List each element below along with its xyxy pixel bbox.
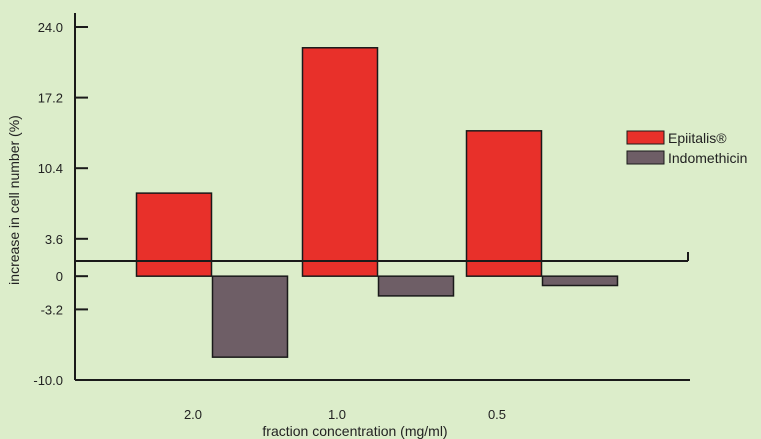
legend-swatch xyxy=(626,130,665,145)
x-ticks-layer: 2.0 1.0 0.5 xyxy=(184,407,506,422)
y-tick-label: -10.0 xyxy=(33,373,63,388)
y-tick-label: 3.6 xyxy=(45,232,63,247)
bar-indomethicin xyxy=(211,275,289,358)
y-tick-label: 0 xyxy=(56,269,63,284)
y-tick-label: 10.4 xyxy=(38,161,63,176)
bars-layer xyxy=(135,47,619,358)
axes-layer xyxy=(74,13,690,381)
x-tick-label: 0.5 xyxy=(488,407,506,422)
legend: Epiitalis® Indomethicin xyxy=(626,130,747,166)
legend-label: Indomethicin xyxy=(668,150,747,166)
bar-epitalis xyxy=(301,47,379,277)
legend-label: Epiitalis® xyxy=(668,130,727,146)
bar-epitalis xyxy=(135,192,213,277)
x-tick-label: 2.0 xyxy=(184,407,202,422)
x-tick-label: 1.0 xyxy=(328,407,346,422)
bar-indomethicin xyxy=(541,275,619,287)
bar-indomethicin xyxy=(377,275,455,297)
y-tick-label: 17.2 xyxy=(38,91,63,106)
x-axis-label: fraction concentration (mg/ml) xyxy=(262,423,447,439)
y-tick-label: 24.0 xyxy=(38,20,63,35)
y-tick-label: -3.2 xyxy=(41,302,63,317)
bar-epitalis xyxy=(465,130,543,277)
legend-swatch xyxy=(626,150,665,165)
y-axis-label: increase in cell number (%) xyxy=(6,115,22,285)
y-ticks-layer: 24.0 17.2 10.4 3.6 0 -3.2 -10.0 xyxy=(33,20,88,388)
